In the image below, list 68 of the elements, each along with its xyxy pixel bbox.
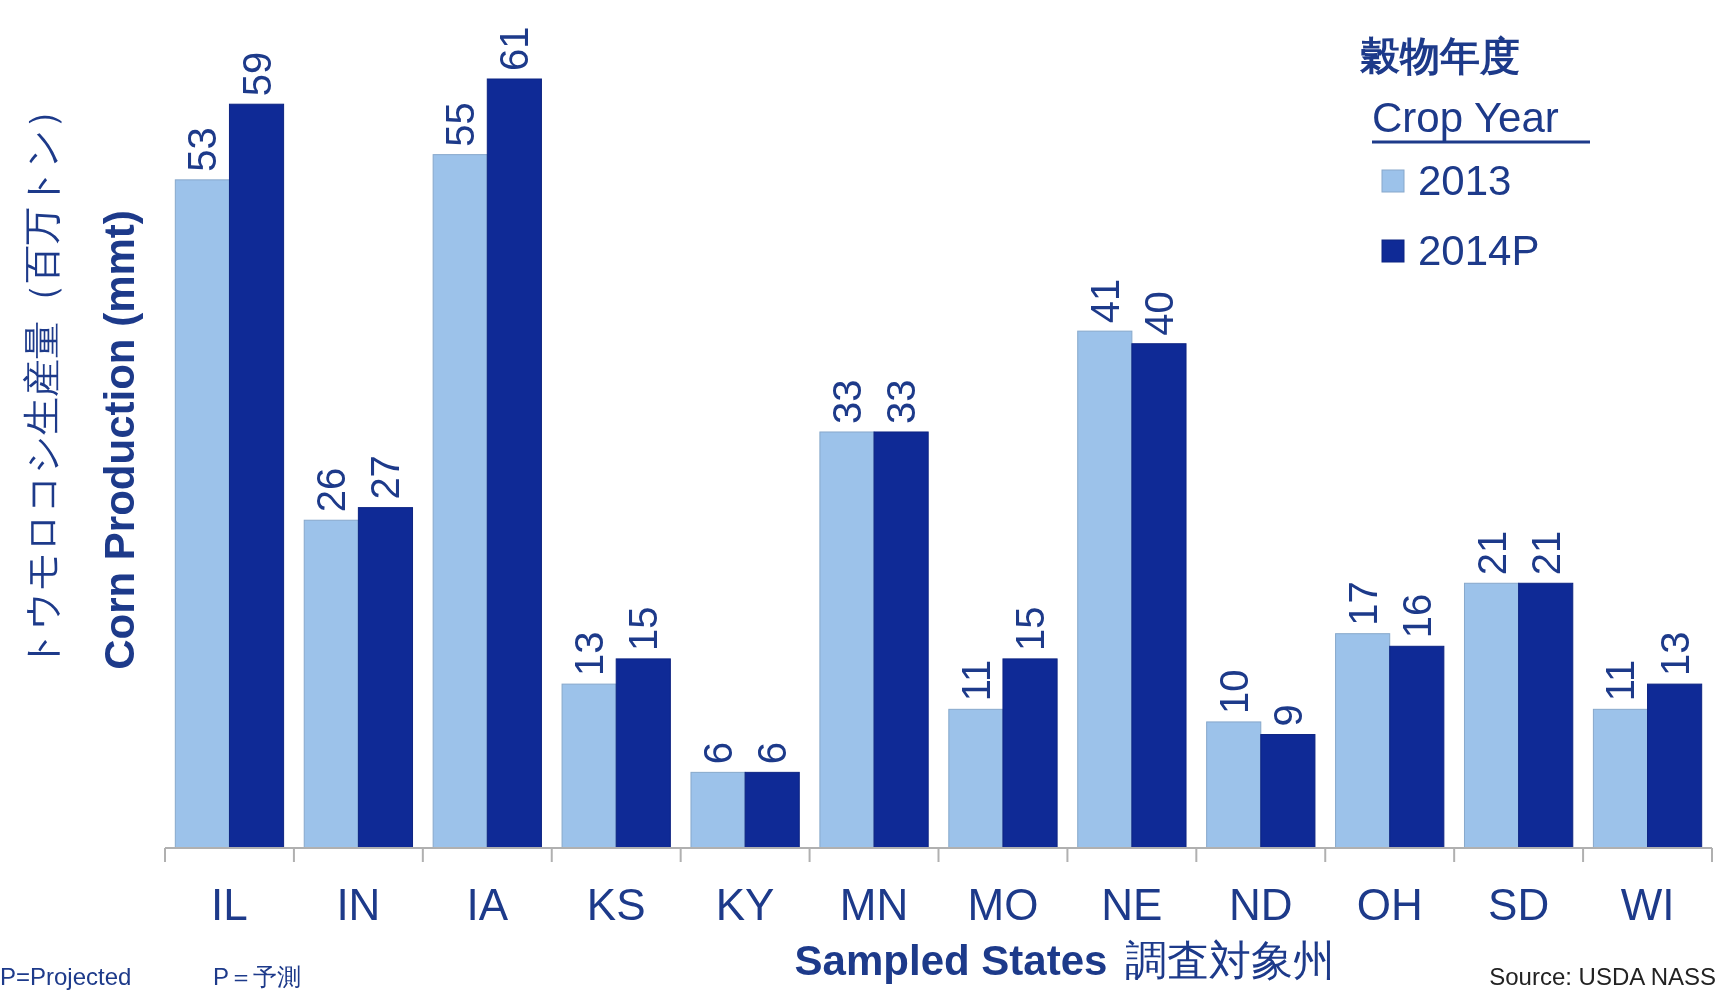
bar xyxy=(615,658,671,849)
data-label: 40 xyxy=(1136,291,1181,336)
legend-label: 2014P xyxy=(1418,227,1540,274)
bar xyxy=(1002,658,1058,849)
bar xyxy=(561,683,617,849)
data-label: 41 xyxy=(1082,278,1127,324)
bar xyxy=(873,431,929,849)
data-label: 6 xyxy=(750,742,795,765)
bar xyxy=(1592,708,1649,849)
data-label: 9 xyxy=(1265,704,1310,727)
data-label: 61 xyxy=(492,26,537,71)
bar xyxy=(690,771,746,849)
bar xyxy=(1206,721,1262,849)
x-tick-label: IA xyxy=(466,880,509,929)
legend-title: 穀物年度 Crop Year xyxy=(1359,34,1559,141)
bar xyxy=(819,431,875,849)
bar xyxy=(357,507,414,849)
data-label: 59 xyxy=(234,51,279,97)
data-label: 27 xyxy=(363,455,408,500)
bar xyxy=(1131,343,1187,849)
x-tick-label: NE xyxy=(1101,880,1163,929)
data-label: 33 xyxy=(824,379,869,424)
data-label: 15 xyxy=(621,606,666,651)
text: P=Projected xyxy=(0,963,132,990)
y-axis-title: トウモロコシ生産量（百万トン） Corn Production (mmt) xyxy=(21,91,143,670)
x-tick-label: IL xyxy=(211,880,248,929)
data-label: 15 xyxy=(1008,606,1053,651)
data-label: 53 xyxy=(180,127,225,172)
data-label: 13 xyxy=(1652,631,1697,677)
bar xyxy=(744,771,800,849)
data-label: 13 xyxy=(567,631,612,677)
bar xyxy=(486,78,542,849)
data-label: 11 xyxy=(1598,659,1643,702)
bar xyxy=(1647,683,1703,849)
x-tick-label: MO xyxy=(967,880,1039,929)
data-label: 16 xyxy=(1394,593,1439,639)
bar xyxy=(1463,582,1520,849)
text: P＝予測 xyxy=(213,963,302,990)
x-axis-title: Sampled States 調査対象州 xyxy=(794,937,1336,984)
legend-label: 2013 xyxy=(1418,157,1512,204)
data-label: 21 xyxy=(1523,530,1568,576)
x-tick-label: SD xyxy=(1488,880,1550,929)
x-tick-label: MN xyxy=(839,880,909,929)
x-tick-label: IN xyxy=(336,880,381,929)
data-label: 6 xyxy=(696,742,741,765)
data-label: 17 xyxy=(1340,581,1385,626)
bar xyxy=(1389,645,1445,849)
x-tick-label: KY xyxy=(715,880,775,929)
x-tick-label: OH xyxy=(1356,880,1423,929)
data-label: 10 xyxy=(1211,669,1256,714)
bar xyxy=(303,519,359,849)
source-note: Source: USDA NASS xyxy=(1489,963,1716,990)
x-tick-label: KS xyxy=(586,880,646,929)
bar xyxy=(1077,330,1133,849)
bar xyxy=(174,179,230,849)
bar xyxy=(432,154,488,849)
bar xyxy=(948,708,1004,849)
data-label: 55 xyxy=(438,102,483,147)
data-label: 11 xyxy=(953,659,998,702)
bar xyxy=(1335,633,1391,849)
data-label: 21 xyxy=(1469,530,1514,576)
data-label: 26 xyxy=(309,467,354,513)
data-label: 33 xyxy=(879,379,924,424)
x-tick-label: ND xyxy=(1229,880,1293,929)
bar xyxy=(1260,734,1316,849)
x-tick-label: WI xyxy=(1620,880,1675,929)
bar xyxy=(1518,582,1574,849)
bar xyxy=(228,103,285,849)
